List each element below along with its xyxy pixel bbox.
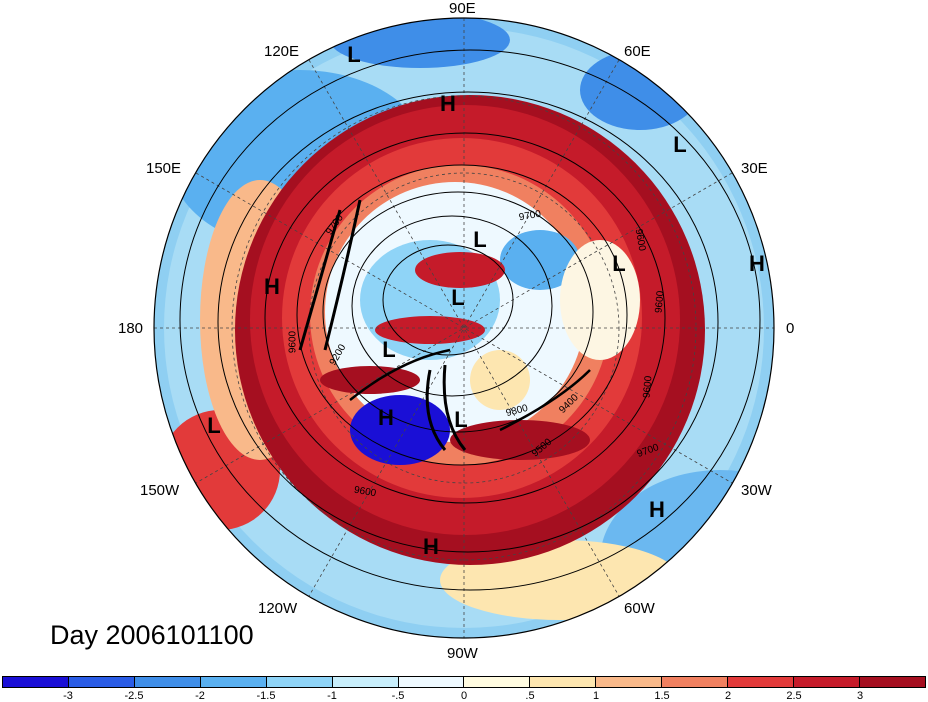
- colorbar-tick-label: 3: [856, 690, 864, 702]
- colorbar-tick-label: -2.5: [124, 690, 144, 702]
- pressure-center: L: [451, 285, 465, 310]
- colorbar-segment: [266, 677, 333, 687]
- height-contours: [179, 49, 761, 591]
- colorbar-segment: [134, 677, 201, 687]
- colorbar-segment: [332, 677, 399, 687]
- colorbar-tick-label: 1: [592, 690, 600, 702]
- contour-label: 9600: [287, 330, 299, 354]
- colorbar-segment: [662, 677, 729, 687]
- pressure-center: H: [440, 91, 456, 116]
- colorbar-segment: [728, 677, 795, 687]
- colorbar-tick-label: 2: [724, 690, 732, 702]
- pressure-center: H: [423, 534, 439, 559]
- colorbar-segment: [464, 677, 531, 687]
- lon-label-90e: 90E: [449, 0, 476, 17]
- lon-label-120w: 120W: [258, 600, 298, 617]
- colorbar-segment: [794, 677, 860, 687]
- lon-label-30e: 30E: [741, 160, 768, 177]
- pressure-center: L: [673, 132, 687, 157]
- colorbar-tick-label: .5: [525, 690, 535, 702]
- lon-label-90w: 90W: [447, 645, 478, 662]
- colorbar-segment: [398, 677, 465, 687]
- colorbar-tick-label: -1.5: [256, 690, 276, 702]
- lon-label-60w: 60W: [624, 600, 655, 617]
- contour-label: 9600: [641, 375, 655, 399]
- lon-label-180: 180: [118, 320, 144, 337]
- lon-label-60e: 60E: [624, 43, 651, 60]
- colorbar-segment: [3, 677, 69, 687]
- pressure-center: L: [612, 251, 626, 276]
- colorbar: [2, 676, 926, 688]
- colorbar-tick-label: -.5: [391, 690, 405, 702]
- day-label: Day 2006101100: [50, 620, 254, 650]
- map-border: [153, 17, 775, 639]
- colorbar-tick-label: -1: [327, 690, 337, 702]
- lon-label-150w: 150W: [140, 482, 180, 499]
- colorbar-segment: [200, 677, 267, 687]
- colorbar-segment: [530, 677, 597, 687]
- pressure-center: H: [649, 497, 665, 522]
- colorbar-tick-label: 2.5: [786, 690, 802, 702]
- pressure-center: H: [378, 405, 394, 430]
- colorbar-segment: [859, 677, 925, 687]
- lon-label-30w: 30W: [741, 482, 772, 499]
- shading-field: [154, 18, 774, 638]
- colorbar-tick-label: 0: [460, 690, 468, 702]
- pressure-center: L: [473, 227, 487, 252]
- lon-label-150e: 150E: [146, 160, 182, 177]
- colorbar-tick-label: -2: [195, 690, 205, 702]
- colorbar-tick-label: -3: [63, 690, 73, 702]
- graticule: [154, 18, 774, 638]
- pressure-center: L: [454, 407, 468, 432]
- colorbar-segment: [596, 677, 663, 687]
- pressure-center: L: [207, 413, 221, 438]
- colorbar-tick-label: 1.5: [654, 690, 670, 702]
- lon-label-120e: 120E: [264, 43, 300, 60]
- pressure-center: H: [749, 251, 765, 276]
- contour-label: 9600: [653, 290, 667, 314]
- pressure-center: L: [347, 42, 361, 67]
- colorbar-segment: [68, 677, 135, 687]
- pressure-center: H: [264, 274, 280, 299]
- lon-label-0: 0: [786, 320, 795, 337]
- pressure-center: L: [382, 337, 396, 362]
